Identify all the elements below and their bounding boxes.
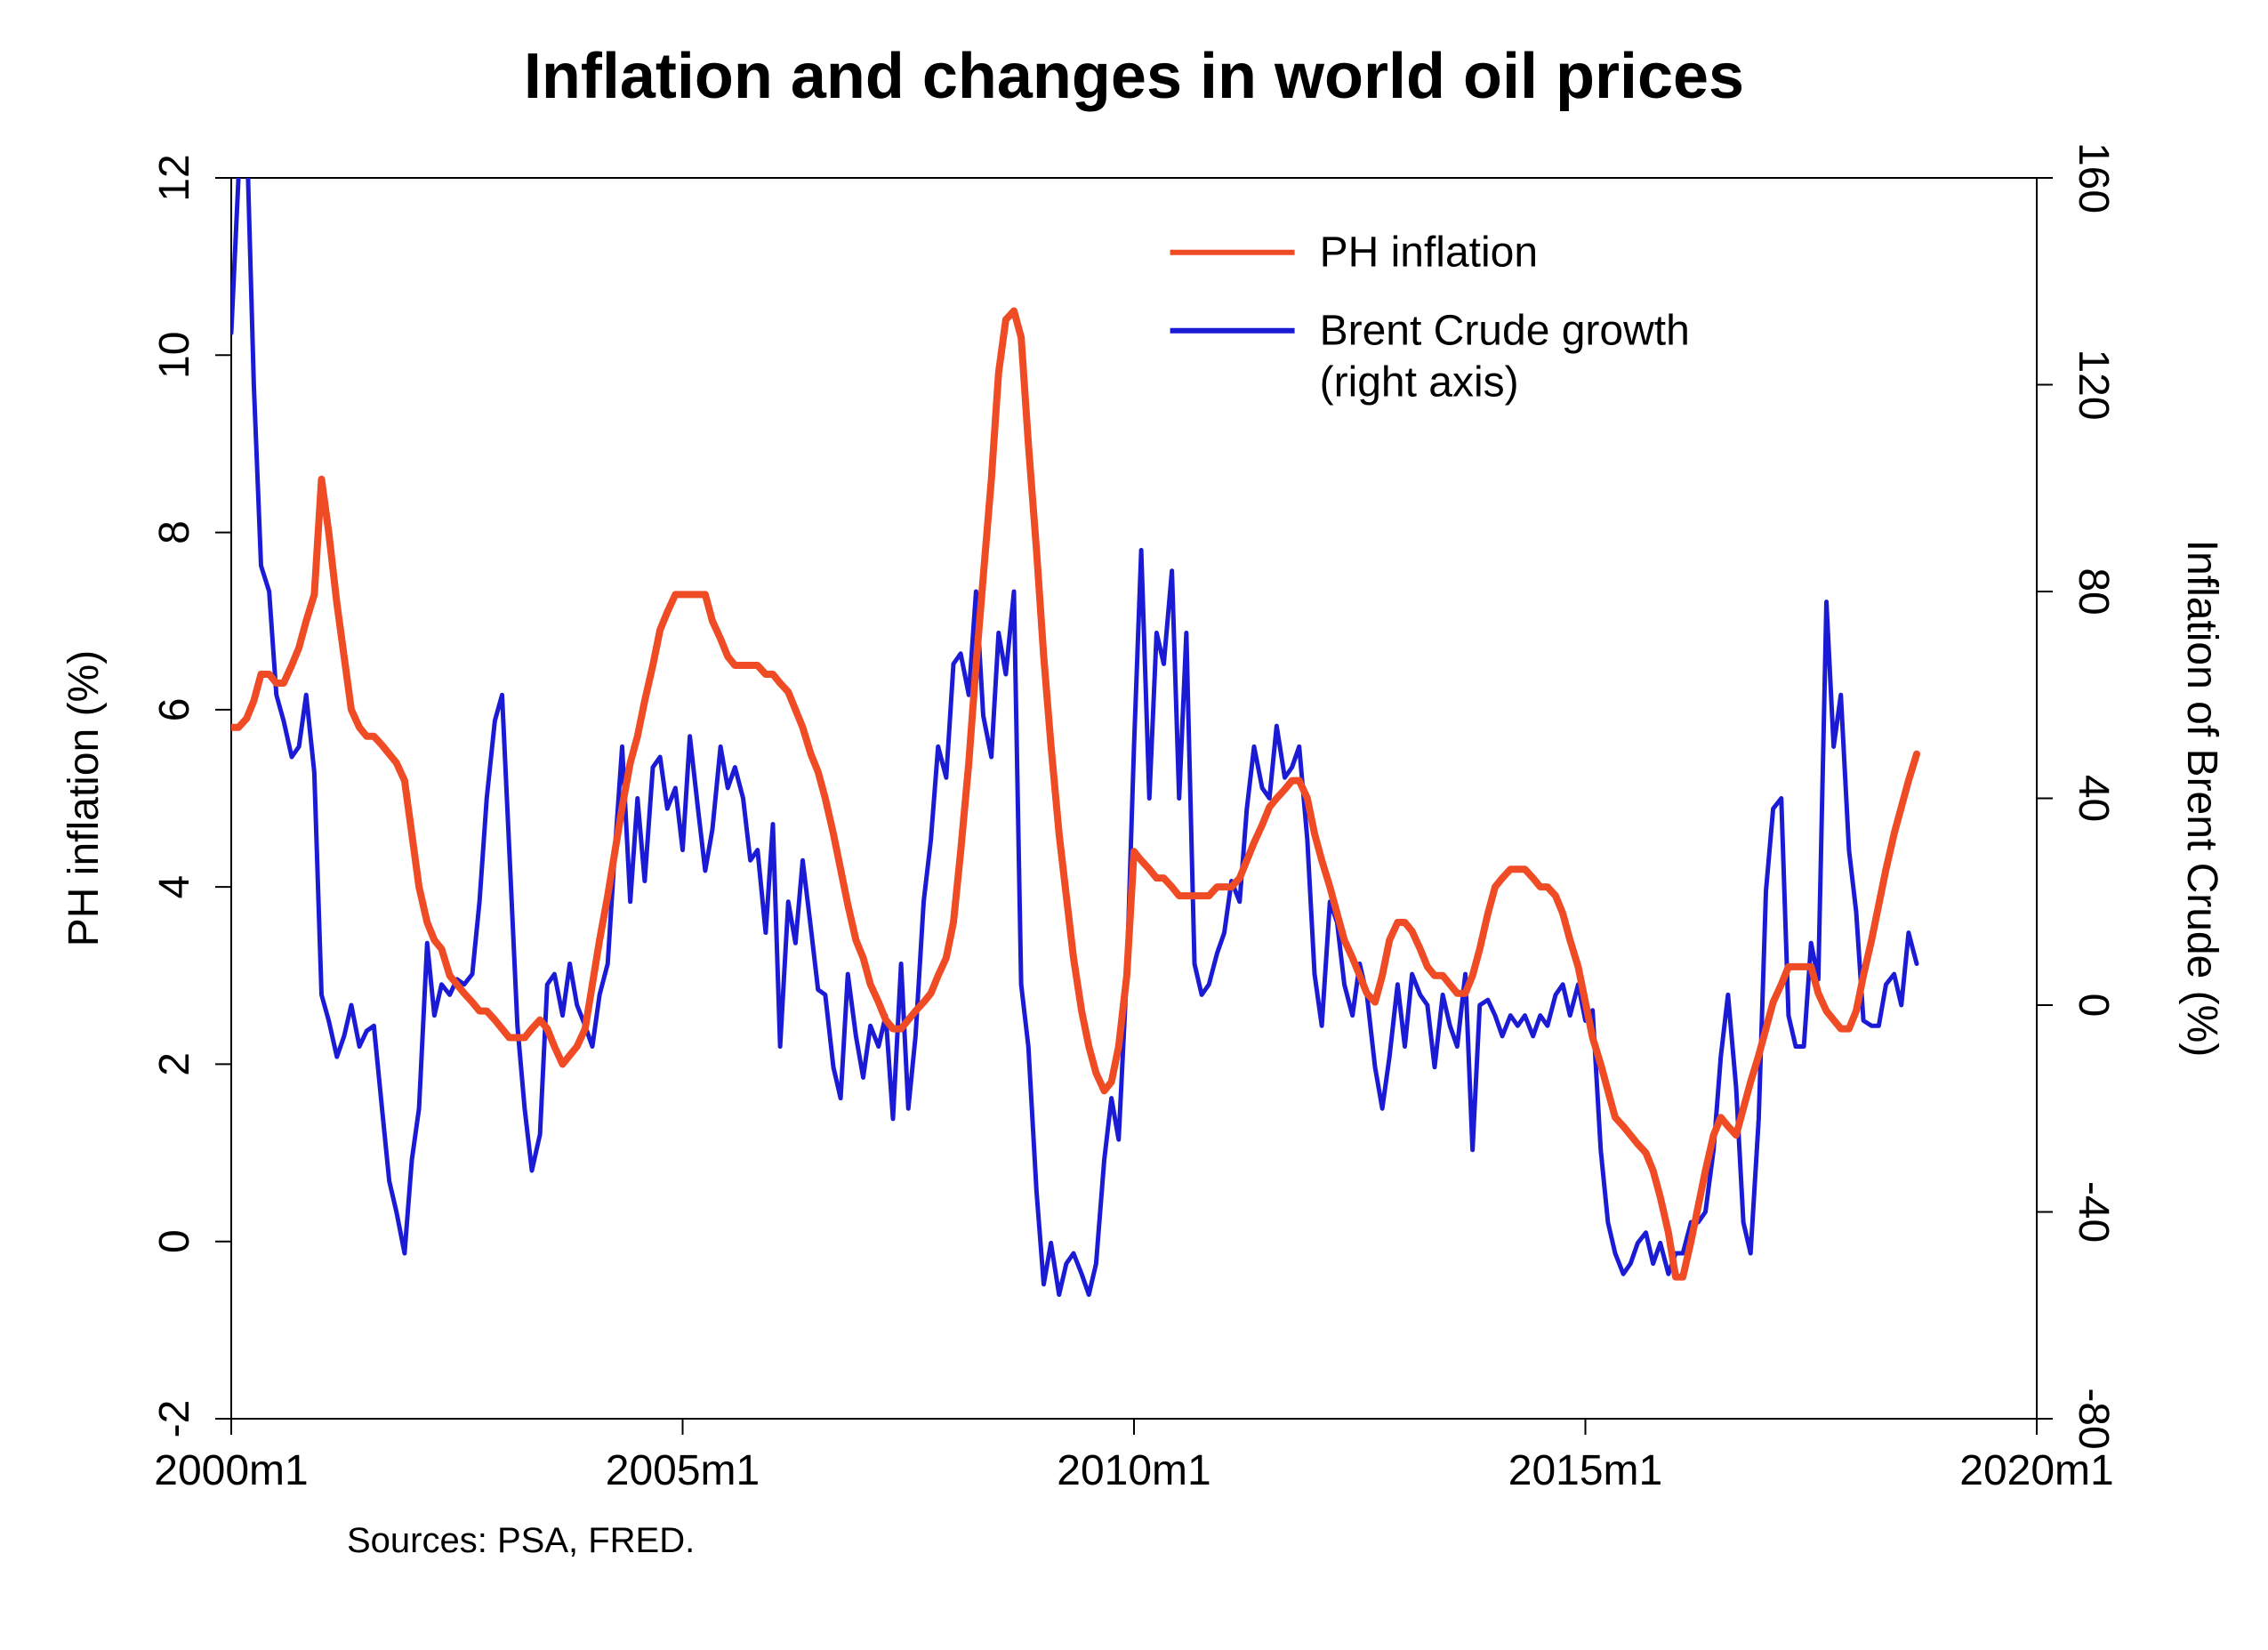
chart-title: Inflation and changes in world oil price… — [524, 41, 1744, 112]
source-note: Sources: PSA, FRED. — [347, 1521, 695, 1560]
y-left-tick-label: 12 — [151, 154, 198, 201]
x-tick-label: 2005m1 — [606, 1447, 760, 1494]
y-left-tick-label: 4 — [151, 875, 198, 899]
y-right-tick-label: 0 — [2070, 994, 2117, 1018]
y-left-tick-label: 6 — [151, 698, 198, 722]
legend-label: Brent Crude growth — [1320, 308, 1690, 355]
x-tick-label: 2015m1 — [1508, 1447, 1662, 1494]
chart-container: Inflation and changes in world oil price… — [0, 0, 2268, 1650]
legend-label: (right axis) — [1320, 359, 1519, 406]
x-tick-label: 2000m1 — [154, 1447, 308, 1494]
y-left-tick-label: 2 — [151, 1052, 198, 1076]
y-left-axis-label: PH inflation (%) — [60, 650, 108, 946]
y-left-tick-label: 8 — [151, 520, 198, 544]
y-right-axis-label: Inflation of Brent Crude (%) — [2178, 540, 2225, 1058]
y-right-tick-label: 40 — [2070, 775, 2117, 822]
y-right-tick-label: 120 — [2070, 349, 2117, 420]
y-right-tick-label: 160 — [2070, 142, 2117, 213]
y-right-tick-label: -40 — [2070, 1181, 2117, 1243]
y-left-tick-label: 10 — [151, 332, 198, 379]
y-left-tick-label: -2 — [151, 1400, 198, 1438]
x-tick-label: 2010m1 — [1057, 1447, 1210, 1494]
y-right-tick-label: -80 — [2070, 1388, 2117, 1449]
legend-label: PH inflation — [1320, 229, 1538, 277]
x-tick-label: 2020m1 — [1959, 1447, 2113, 1494]
chart-background — [0, 0, 2268, 1650]
y-left-tick-label: 0 — [151, 1229, 198, 1253]
y-right-tick-label: 80 — [2070, 567, 2117, 615]
dual-axis-line-chart: Inflation and changes in world oil price… — [0, 0, 2268, 1650]
